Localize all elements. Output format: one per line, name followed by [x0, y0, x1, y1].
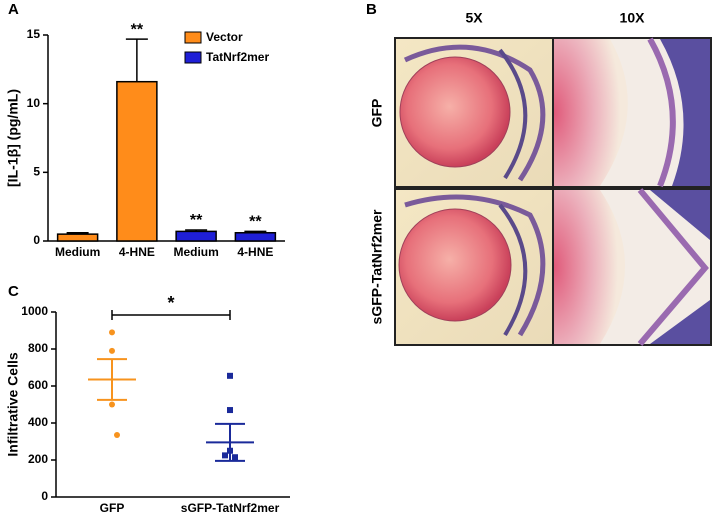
- significance-bracket: [111, 310, 231, 320]
- y-tick-label: 600: [28, 378, 48, 392]
- significance: **: [131, 21, 144, 38]
- bar: [116, 80, 158, 242]
- error-bar: [185, 229, 208, 232]
- panel-label: B: [366, 1, 377, 18]
- legend-swatch: [184, 31, 202, 44]
- bar: [175, 230, 217, 242]
- data-point: [222, 452, 228, 459]
- sem-bar: [97, 358, 127, 401]
- y-tick-label: 0: [41, 489, 48, 503]
- error-bar: [244, 230, 267, 233]
- error-bar: [66, 232, 89, 235]
- row-label: sGFP-TatNrf2mer: [369, 209, 385, 324]
- x-tick-label: 4-HNE: [119, 245, 155, 259]
- micrograph: [396, 190, 552, 344]
- data-point: [232, 454, 238, 461]
- error-bar: [125, 38, 148, 82]
- image-grid: [394, 37, 712, 346]
- y-tick-label: 1000: [21, 304, 48, 318]
- bar: [56, 233, 99, 242]
- data-point: [109, 401, 115, 408]
- legend-swatch: [184, 51, 202, 64]
- panel-label: C: [8, 283, 19, 300]
- legend-label: TatNrf2mer: [206, 50, 269, 64]
- column-label: 5X: [465, 10, 483, 26]
- x-tick-label: GFP: [100, 501, 125, 515]
- y-tick-label: 400: [28, 415, 48, 429]
- sem-bar: [215, 422, 245, 462]
- significance: *: [167, 293, 174, 313]
- micrograph: [554, 37, 710, 188]
- row-label: GFP: [369, 99, 385, 128]
- y-axis-label: Infiltrative Cells: [5, 352, 21, 456]
- bar: [234, 232, 277, 242]
- panel-label: A: [8, 1, 19, 18]
- y-tick-label: 0: [33, 233, 40, 247]
- y-tick-label: 200: [28, 452, 48, 466]
- y-tick-label: 800: [28, 341, 48, 355]
- y-tick-label: 5: [33, 165, 40, 179]
- micrograph: [396, 39, 552, 186]
- micrograph: [554, 188, 710, 346]
- legend-label: Vector: [206, 30, 243, 44]
- y-axis-label: [IL-1β] (pg/mL): [5, 89, 21, 187]
- x-tick-label: 4-HNE: [237, 245, 273, 259]
- y-tick-label: 10: [27, 96, 41, 110]
- significance: **: [249, 214, 262, 231]
- x-tick-label: Medium: [173, 245, 218, 259]
- data-point: [114, 432, 120, 439]
- data-point: [109, 329, 115, 336]
- significance: **: [190, 212, 203, 229]
- data-point: [227, 407, 233, 414]
- x-tick-label: Medium: [55, 245, 100, 259]
- y-tick-label: 15: [27, 27, 41, 41]
- data-point: [227, 372, 233, 379]
- data-point: [109, 347, 115, 354]
- column-label: 10X: [620, 10, 646, 26]
- x-tick-label: sGFP-TatNrf2mer: [181, 501, 280, 515]
